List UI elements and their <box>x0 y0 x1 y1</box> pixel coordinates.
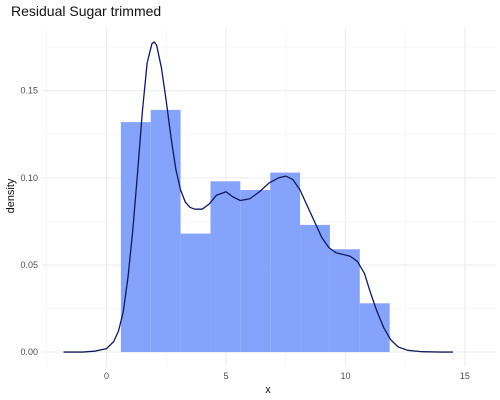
x-axis-title: x <box>265 384 271 396</box>
x-tick-label: 10 <box>340 371 350 381</box>
y-tick-label: 0.15 <box>20 86 38 96</box>
histogram-bar <box>359 303 390 353</box>
x-tick-label: 0 <box>104 371 109 381</box>
tick-labels: 0 5 10 15 0.00 0.05 0.10 0.15 <box>20 86 469 381</box>
histogram-bar <box>210 181 241 353</box>
x-tick-label: 15 <box>460 371 470 381</box>
histogram-bar <box>270 172 301 353</box>
histogram-bar <box>300 224 330 353</box>
histogram-bars <box>120 109 390 353</box>
y-tick-label: 0.10 <box>20 173 38 183</box>
histogram-bar <box>180 233 211 353</box>
y-axis-title: density <box>5 178 17 213</box>
x-tick-label: 5 <box>223 371 228 381</box>
histogram-bar <box>150 109 181 353</box>
histogram-bar <box>120 122 151 353</box>
histogram-bar <box>240 190 271 353</box>
y-tick-label: 0.05 <box>20 260 38 270</box>
histogram-bar <box>329 249 360 353</box>
chart-title: Residual Sugar trimmed <box>11 3 161 19</box>
density-curve <box>63 41 453 353</box>
density-curve-layer <box>63 41 453 353</box>
y-tick-label: 0.00 <box>20 347 38 357</box>
